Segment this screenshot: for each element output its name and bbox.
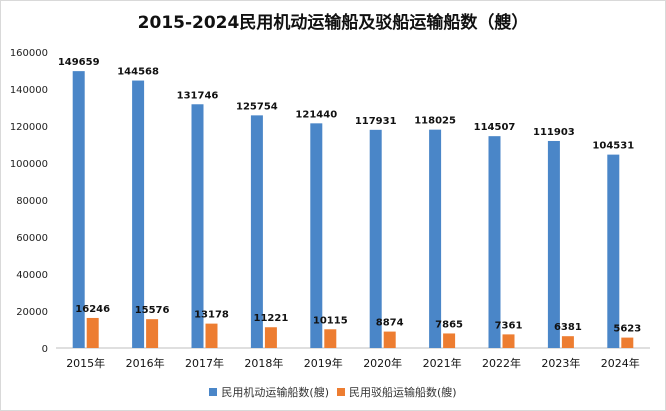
x-tick-label: 2022年	[482, 356, 521, 370]
legend-label-series-1: 民用机动运输船数(艘)	[221, 386, 329, 399]
data-label-barges: 7361	[495, 320, 523, 331]
bar-motor-ships	[607, 154, 620, 348]
data-label-barges: 7865	[435, 319, 463, 330]
x-tick-label: 2016年	[126, 356, 165, 370]
bar-motor-ships	[310, 123, 323, 348]
legend-item-series-1: 民用机动运输船数(艘)	[209, 384, 329, 400]
legend-swatch-series-2	[337, 388, 345, 396]
y-tick-label: 0	[42, 344, 48, 355]
data-label-motor-ships: 131746	[177, 90, 219, 101]
bar-barges	[561, 336, 574, 348]
data-label-barges: 6381	[554, 322, 582, 333]
bar-barges	[383, 331, 396, 348]
x-tick-label: 2021年	[423, 356, 462, 370]
bar-motor-ships	[250, 115, 263, 348]
data-labels: 149659 16246 144568 15576 131746 13178 125754 1…	[58, 57, 641, 334]
bar-motor-ships	[488, 136, 501, 348]
bar-barges	[443, 333, 456, 348]
legend-label-series-2: 民用驳船运输船数(艘)	[349, 386, 457, 399]
data-label-motor-ships: 125754	[236, 101, 278, 112]
data-label-motor-ships: 144568	[117, 67, 159, 78]
bar-barges	[264, 327, 277, 348]
y-tick-label: 160000	[10, 48, 48, 59]
y-tick-label: 20000	[16, 307, 48, 318]
data-label-barges: 10115	[313, 315, 348, 326]
legend-swatch-series-1	[209, 388, 218, 396]
x-tick-label: 2020年	[363, 356, 402, 370]
bar-motor-ships	[547, 140, 560, 348]
y-tick-label: 60000	[16, 233, 48, 244]
data-label-motor-ships: 149659	[58, 57, 100, 68]
bar-motor-ships	[191, 104, 204, 348]
data-label-motor-ships: 104531	[592, 141, 634, 152]
bar-barges	[86, 317, 99, 348]
x-tick-label: 2015年	[66, 356, 105, 370]
y-tick-label: 100000	[10, 159, 48, 170]
bar-barges	[621, 337, 634, 348]
y-tick-label: 120000	[10, 122, 48, 133]
bar-barges	[502, 334, 515, 348]
data-label-barges: 5623	[613, 324, 641, 335]
bar-barges	[324, 329, 337, 348]
legend: 民用机动运输船数(艘) 民用驳船运输船数(艘)	[0, 384, 666, 400]
x-tick-label: 2024年	[601, 356, 640, 370]
bar-barges	[205, 323, 218, 348]
x-tick-label: 2018年	[244, 356, 283, 370]
data-label-motor-ships: 114507	[474, 122, 516, 133]
bar-barges	[146, 319, 159, 348]
bar-motor-ships	[369, 129, 382, 348]
data-label-barges: 11221	[254, 313, 289, 324]
data-label-barges: 15576	[135, 305, 170, 316]
y-tick-label: 80000	[16, 196, 48, 207]
data-label-motor-ships: 117931	[355, 116, 397, 127]
data-label-motor-ships: 121440	[295, 109, 337, 120]
y-tick-label: 140000	[10, 85, 48, 96]
data-label-barges: 13178	[194, 310, 229, 321]
data-label-barges: 16246	[75, 304, 110, 315]
data-label-motor-ships: 118025	[414, 116, 456, 127]
x-tick-label: 2023年	[541, 356, 580, 370]
axes: 0 20000 40000 60000 80000 100000 120000 140000 1…	[10, 48, 650, 370]
chart-title: 2015-2024民用机动运输船及驳船运输船数（艘）	[137, 13, 529, 33]
bar-motor-ships	[429, 129, 442, 348]
data-label-motor-ships: 111903	[533, 127, 575, 138]
data-label-barges: 8874	[376, 318, 404, 329]
x-tick-label: 2019年	[304, 356, 343, 370]
bars	[72, 71, 634, 349]
x-tick-label: 2017年	[185, 356, 224, 370]
bar-motor-ships	[72, 71, 85, 348]
legend-item-series-2: 民用驳船运输船数(艘)	[337, 384, 457, 400]
bar-motor-ships	[132, 80, 145, 349]
y-tick-label: 40000	[16, 270, 48, 281]
